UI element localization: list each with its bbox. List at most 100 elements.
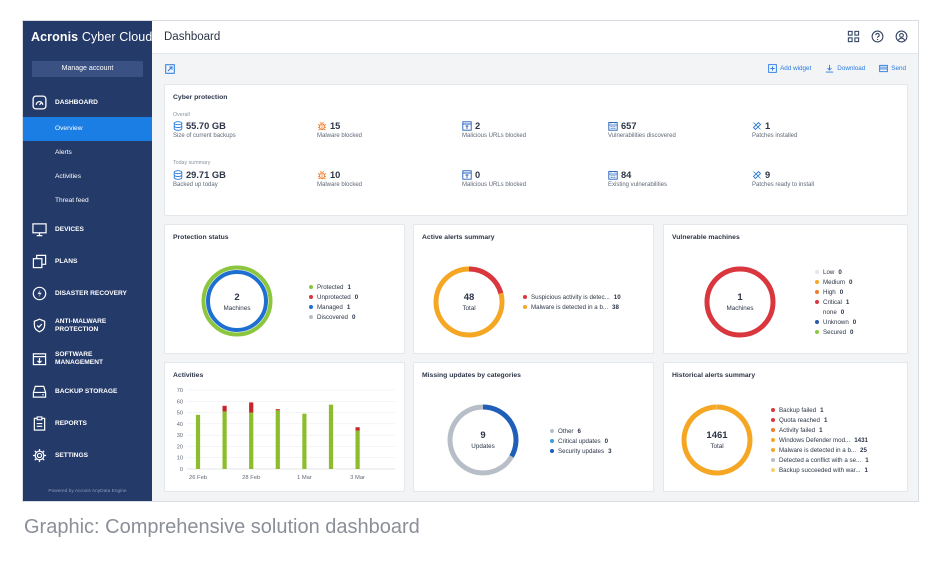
send-button[interactable]: Send	[879, 64, 906, 73]
metric-malware-blocked[interactable]: 10 Malware blocked	[317, 170, 362, 188]
legend-item[interactable]: High 0	[815, 287, 856, 297]
legend-item[interactable]: Protected 1	[309, 282, 358, 292]
apps-grid-icon[interactable]	[847, 30, 860, 43]
sidebar-subitem-threat-feed[interactable]: Threat feed	[55, 197, 89, 204]
sidebar-item-settings[interactable]: SETTINGS	[23, 439, 152, 471]
legend-item[interactable]: Other 6	[550, 426, 612, 436]
legend-item[interactable]: Activity failed 1	[771, 425, 869, 435]
legend-item[interactable]: Windows Defender mod... 1431	[771, 435, 869, 445]
legend-count: 25	[860, 446, 867, 454]
legend-dot	[309, 315, 313, 319]
sidebar-subitem-overview[interactable]: Overview	[23, 117, 152, 141]
legend-count: 1	[819, 426, 823, 434]
expand-icon[interactable]	[165, 64, 175, 74]
donut-center-label: Updates	[471, 443, 495, 450]
legend-item[interactable]: Medium 0	[815, 277, 856, 287]
legend-dot	[815, 300, 819, 304]
sidebar-item-reports[interactable]: REPORTS	[23, 407, 152, 439]
widget-title: Active alerts summary	[422, 234, 495, 241]
x-tick-label: 26 Feb	[189, 475, 207, 481]
sidebar-subitem-activities[interactable]: Activities	[55, 173, 82, 180]
metric-malware-blocked[interactable]: 15 Malware blocked	[317, 121, 362, 139]
sidebar-item-dashboard[interactable]: DASHBOARD	[23, 87, 152, 117]
bar-failed-28-feb	[249, 402, 254, 413]
legend-label: Security updates	[558, 447, 605, 455]
legend-label: Medium	[823, 278, 846, 286]
sidebar-item-backup-storage[interactable]: BACKUP STORAGE	[23, 375, 152, 407]
legend-item[interactable]: Security updates 3	[550, 446, 612, 456]
sidebar: Acronis Cyber Cloud Manage account DASHB…	[23, 21, 152, 501]
metric-caption: Vulnerabilities discovered	[608, 133, 676, 139]
metric-size-of-current-backups[interactable]: 55.70 GB Size of current backups	[173, 121, 236, 139]
bar-failed-27-feb	[222, 405, 227, 412]
active-alerts-donut[interactable]	[432, 265, 506, 339]
protection-status-legend: Protected 1 Unprotected 0 Managed 1 Discovered…	[309, 282, 358, 322]
donut-segment	[433, 266, 505, 338]
legend-item[interactable]: Malware is detected in a b... 38	[523, 302, 621, 312]
database-icon	[173, 170, 183, 180]
activities-bar-chart[interactable]: 0 10 20 30 40 50 60 70 26 Feb 28 Feb 1 Mar 3 Mar	[165, 385, 404, 491]
vulnerable-machines-donut[interactable]	[703, 265, 777, 339]
manage-account-button[interactable]: Manage account	[32, 61, 143, 77]
legend-label: Other	[558, 427, 574, 435]
legend-item[interactable]: Suspicious activity is detec... 10	[523, 292, 621, 302]
metric-patches-installed[interactable]: 1 Patches installed	[752, 121, 797, 139]
legend-dot	[550, 439, 554, 443]
legend-dot	[771, 458, 775, 462]
metric-existing-vulnerabilities[interactable]: 84 Existing vulnerabilities	[608, 170, 667, 188]
sidebar-item-devices[interactable]: DEVICES	[23, 213, 152, 245]
top-header: Dashboard	[152, 21, 918, 54]
donut-segment	[482, 404, 519, 458]
metric-malicious-urls-blocked[interactable]: 0 Malicious URLs blocked	[462, 170, 526, 188]
metric-value: 15	[330, 121, 341, 131]
brand-logo[interactable]: Acronis Cyber Cloud	[31, 30, 153, 44]
legend-item[interactable]: Low 0	[815, 267, 856, 277]
legend-item[interactable]: Secured 0	[815, 327, 856, 337]
legend-item[interactable]: Detected a conflict with a se... 1	[771, 455, 869, 465]
sidebar-item-software-management[interactable]: SOFTWARE MANAGEMENT	[23, 342, 152, 375]
metric-malicious-urls-blocked[interactable]: 2 Malicious URLs blocked	[462, 121, 526, 139]
legend-count: 0	[840, 308, 845, 316]
donut-center-label: Total	[710, 443, 724, 450]
add-widget-button[interactable]: Add widget	[768, 64, 811, 73]
help-icon[interactable]	[871, 30, 884, 43]
user-account-icon[interactable]	[895, 30, 908, 43]
protection-status-donut[interactable]	[201, 265, 273, 337]
legend-item[interactable]: Critical updates 0	[550, 436, 612, 446]
missing-updates-donut[interactable]	[446, 403, 520, 477]
powered-by-text: Powered by Acronis AnyData Engine	[48, 489, 127, 494]
y-tick-label: 30	[177, 433, 183, 439]
historical-alerts-donut[interactable]	[680, 403, 754, 477]
donut-segment	[681, 404, 753, 476]
legend-item[interactable]: Backup failed 1	[771, 405, 869, 415]
sidebar-item-disaster-recovery[interactable]: DISASTER RECOVERY	[23, 277, 152, 309]
metric-patches-ready-to-install[interactable]: 9 Patches ready to install	[752, 170, 814, 188]
patch-icon	[752, 121, 762, 131]
legend-count: 1	[347, 283, 351, 291]
legend-item[interactable]: none 0	[815, 307, 856, 317]
legend-item[interactable]: Malware is detected in a b... 25	[771, 445, 869, 455]
legend-count: 0	[604, 437, 609, 445]
sidebar-subitem-alerts[interactable]: Alerts	[55, 149, 72, 156]
sidebar-item-plans[interactable]: PLANS	[23, 245, 152, 277]
legend-count: 1	[845, 298, 850, 306]
legend-item[interactable]: Unprotected 0	[309, 292, 358, 302]
legend-item[interactable]: Quota reached 1	[771, 415, 869, 425]
legend-item[interactable]: Critical 1	[815, 297, 856, 307]
legend-count: 10	[613, 293, 621, 301]
vulnerable-machines-widget: Vulnerable machines 1 Machines Low 0 Mediu…	[663, 224, 908, 354]
metric-backed-up-today[interactable]: 29.71 GB Backed up today	[173, 170, 226, 188]
legend-item[interactable]: Backup succeeded with war... 1	[771, 465, 869, 475]
download-button[interactable]: Download	[825, 64, 865, 73]
metric-vulnerabilities-discovered[interactable]: 657 Vulnerabilities discovered	[608, 121, 676, 139]
sidebar-item-label: DISASTER RECOVERY	[55, 289, 127, 297]
legend-label: Unknown	[823, 318, 849, 326]
legend-item[interactable]: Managed 1	[309, 302, 358, 312]
sidebar-item-anti-malware[interactable]: ANTI-MALWARE PROTECTION	[23, 309, 152, 342]
legend-item[interactable]: Unknown 0	[815, 317, 856, 327]
legend-item[interactable]: Discovered 0	[309, 312, 358, 322]
historical-alerts-widget: Historical alerts summary 1461 Total Bac…	[663, 362, 908, 492]
y-tick-label: 50	[177, 411, 183, 417]
metric-caption: Patches installed	[752, 133, 798, 139]
metric-caption: Malicious URLs blocked	[462, 133, 527, 139]
